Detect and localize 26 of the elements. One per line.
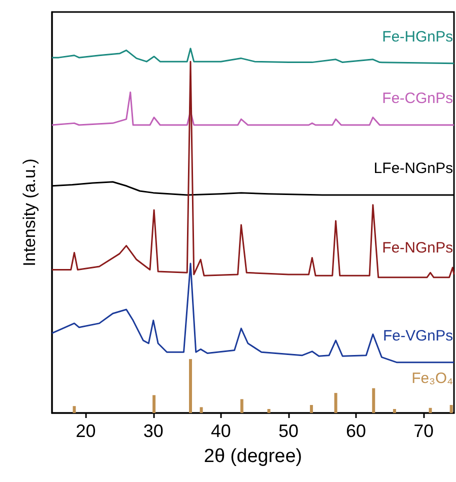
series-label: Fe-CGnPs (382, 90, 454, 108)
x-axis-title: 2θ (degree) (204, 446, 302, 467)
x-tick-label: 50 (278, 421, 298, 441)
series-label: Fe-VGnPs (382, 327, 454, 344)
bar (152, 395, 156, 413)
series-label: LFe-NGnPs (374, 160, 454, 177)
bar (310, 404, 313, 413)
x-tick-label: 60 (346, 421, 366, 441)
x-tick-label: 30 (143, 421, 164, 441)
bar (450, 404, 453, 413)
series-label: Fe₃O₄ (412, 370, 453, 387)
bar (372, 388, 376, 413)
y-axis-title: Intensity (a.u.) (20, 158, 39, 266)
bar (72, 406, 76, 413)
bar (200, 407, 203, 413)
bar (428, 408, 432, 413)
x-tick-label: 20 (76, 421, 96, 441)
series-label: Fe-HGnPs (382, 28, 454, 46)
bar (267, 408, 270, 413)
bar (334, 392, 338, 413)
bar (240, 399, 244, 413)
x-tick-label: 40 (210, 421, 231, 441)
bar (393, 408, 396, 413)
series-label: Fe-NGnPs (382, 239, 454, 256)
x-tick-label: 70 (414, 421, 434, 441)
bar (189, 359, 192, 413)
